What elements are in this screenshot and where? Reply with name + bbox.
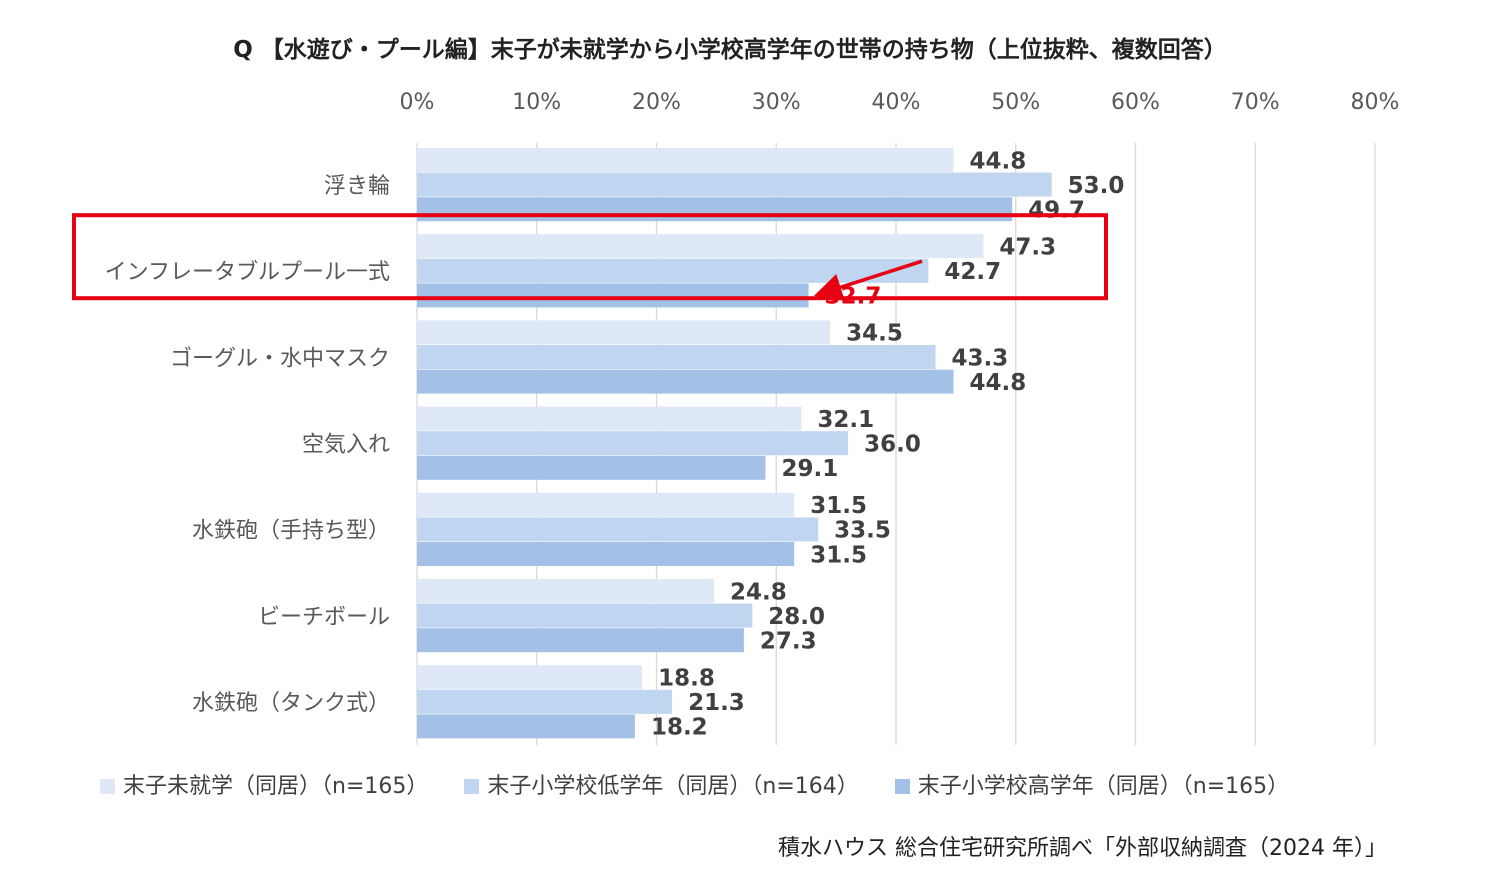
bars (417, 148, 1052, 739)
bar (417, 431, 849, 456)
value-label: 43.3 (952, 345, 1009, 371)
category-label: インフレータブルプール一式 (105, 260, 390, 285)
x-tick-label: 50% (991, 90, 1040, 115)
bar (417, 542, 795, 566)
legend-item: 末子未就学（同居）（n=165） (100, 768, 428, 800)
highlight-arrow (813, 259, 923, 301)
value-label: 31.5 (810, 493, 867, 519)
category-label: 水鉄砲（タンク式） (192, 691, 390, 716)
bar (417, 369, 954, 394)
value-label: 32.1 (817, 407, 874, 433)
value-label: 29.1 (781, 456, 838, 482)
x-tick-label: 30% (752, 90, 801, 115)
bar (417, 258, 929, 283)
x-tick-label: 0% (400, 90, 435, 115)
legend-label: 末子小学校高学年（同居）（n=165） (917, 774, 1290, 799)
chart-title: Q 【水遊び・プール編】末子が未就学から小学校高学年の世帯の持ち物（上位抜粋、複… (233, 37, 1227, 63)
bar (417, 517, 819, 542)
category-label: 水鉄砲（手持ち型） (192, 519, 390, 544)
value-label: 24.8 (730, 579, 787, 605)
value-label: 44.8 (969, 148, 1026, 174)
category-label: 空気入れ (302, 433, 390, 458)
value-label: 31.5 (810, 542, 867, 568)
value-label: 21.3 (688, 690, 745, 716)
bar (417, 148, 954, 172)
highlight-box (72, 213, 1108, 301)
bar (417, 689, 673, 714)
bar (417, 172, 1052, 197)
x-tick-label: 20% (632, 90, 681, 115)
value-label: 33.5 (834, 518, 891, 544)
category-label: ビーチボール (258, 605, 390, 630)
bar (417, 603, 753, 628)
value-label: 34.5 (846, 321, 903, 347)
x-tick-label: 70% (1231, 90, 1280, 115)
x-tick-label: 40% (872, 90, 921, 115)
bar (417, 628, 744, 653)
value-label: 42.7 (944, 259, 1001, 285)
bar (417, 320, 831, 345)
x-tick-label: 80% (1351, 90, 1400, 115)
highlight-annotation (72, 213, 1108, 301)
legend-swatch (894, 778, 910, 794)
value-label: 18.8 (658, 666, 715, 692)
bar (417, 579, 714, 603)
value-label: 27.3 (760, 629, 817, 655)
legend-swatch (464, 778, 480, 794)
bar (417, 714, 635, 739)
x-tick-labels: 0% 10% 20% 30% 40% 50% 60% 70% 80% (400, 90, 1400, 115)
bar (417, 492, 795, 517)
value-label: 44.8 (969, 370, 1026, 396)
x-tick-label: 60% (1111, 90, 1160, 115)
value-label: 36.0 (864, 432, 921, 458)
legend-item: 末子小学校低学年（同居）（n=164） (464, 768, 859, 800)
legend-swatch (100, 778, 115, 794)
value-labels: 44.853.049.747.342.732.734.543.344.832.1… (651, 148, 1124, 740)
bar (417, 665, 643, 690)
bar (417, 345, 936, 369)
value-label: 49.7 (1028, 198, 1085, 224)
value-label: 47.3 (999, 235, 1056, 261)
legend: 末子未就学（同居）（n=165） 末子小学校低学年（同居）（n=164） 末子小学校… (100, 768, 1420, 800)
legend-label: 末子未就学（同居）（n=165） (123, 774, 429, 799)
legend-item: 末子小学校高学年（同居）（n=165） (894, 768, 1290, 800)
bar (417, 197, 1013, 222)
value-label: 53.0 (1068, 173, 1125, 199)
legend-label: 末子小学校低学年（同居）（n=164） (487, 774, 859, 799)
bar (417, 283, 809, 308)
bar (417, 406, 802, 431)
category-label: ゴーグル・水中マスク (170, 346, 390, 371)
bar (417, 455, 766, 480)
value-label: 18.2 (651, 715, 708, 741)
source-note: 積水ハウス 総合住宅研究所調べ「外部収納調査（2024 年）」 (778, 836, 1387, 861)
bar (417, 234, 984, 259)
category-label: 浮き輪 (324, 174, 390, 199)
value-label: 28.0 (768, 604, 825, 630)
x-tick-label: 10% (512, 90, 561, 115)
